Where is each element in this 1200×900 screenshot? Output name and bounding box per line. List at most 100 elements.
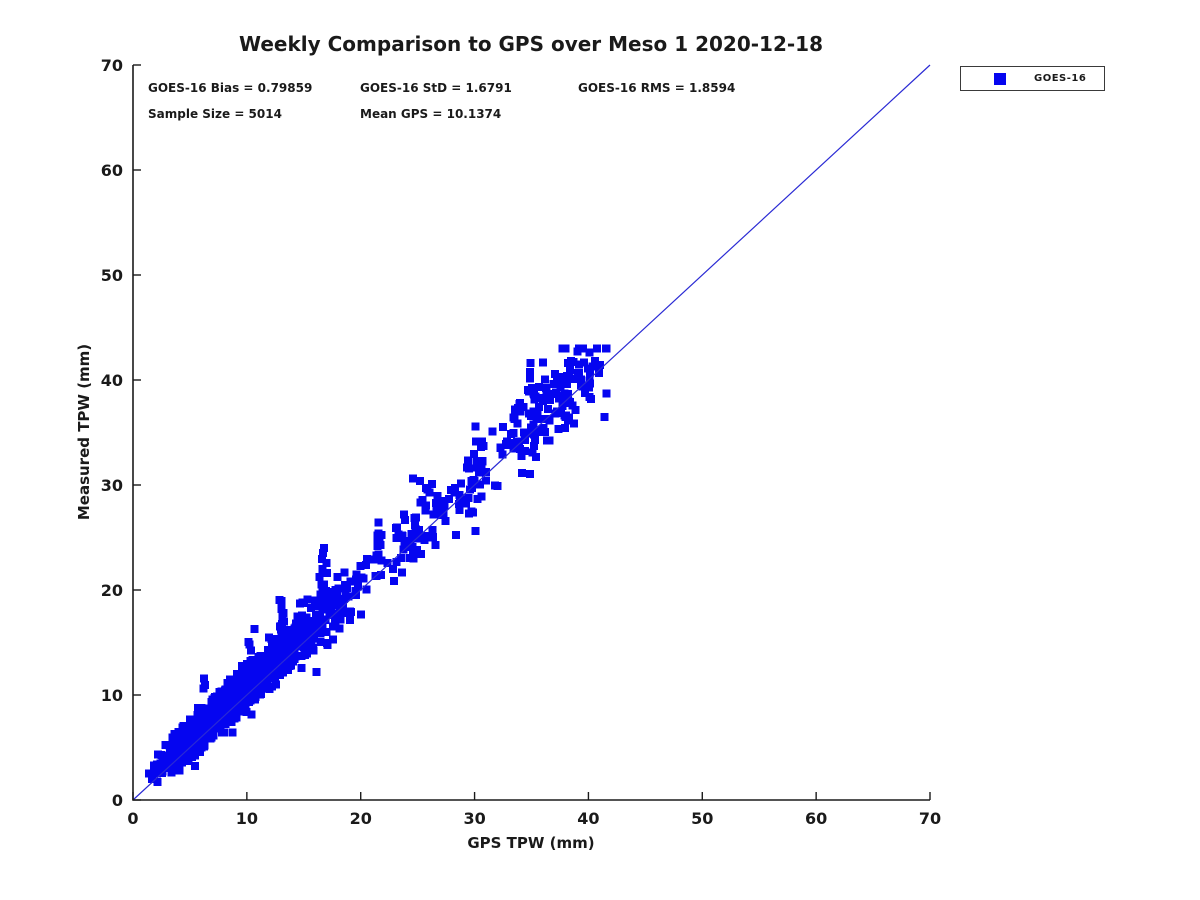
scatter-point [190,762,199,770]
scatter-point [221,685,230,694]
scatter-point [271,645,280,654]
scatter-point [352,570,361,579]
scatter-point [550,389,559,398]
scatter-point [153,778,162,787]
scatter-point [175,766,184,775]
scatter-point [519,403,528,411]
scatter-point [464,494,473,503]
scatter-point [221,707,230,716]
scatter-point [157,751,166,759]
scatter-point [286,647,295,656]
scatter-point [409,548,418,557]
stat-std: GOES-16 StD = 1.6791 [360,81,512,95]
scatter-point [571,374,580,383]
scatter-point [462,499,470,508]
scatter-point [571,405,580,414]
scatter-point [318,555,327,564]
scatter-point [356,562,365,571]
scatter-point [580,358,588,367]
scatter-point [320,580,328,589]
scatter-point [396,553,405,562]
scatter-point [323,568,332,577]
scatter-point [323,639,332,648]
x-tick-label: 20 [350,809,372,828]
scatter-point [279,655,287,664]
scatter-point [374,518,383,527]
scatter-point [362,585,371,594]
scatter-point [415,476,424,485]
scatter-point [447,486,455,494]
scatter-point [297,664,306,673]
scatter-point [601,344,610,353]
scatter-point [537,415,546,424]
scatter-point [464,464,473,473]
scatter-point [325,611,334,619]
scatter-point [539,423,548,432]
scatter-point [437,497,445,506]
scatter-point [526,368,535,377]
scatter-point [535,403,543,411]
scatter-point [308,644,317,653]
scatter-point [451,531,460,539]
scatter-point [199,736,208,745]
y-tick-label: 50 [101,266,123,285]
scatter-point [265,684,274,693]
scatter-point [277,597,286,606]
scatter-point [471,437,480,446]
scatter-point [279,609,288,617]
scatter-point [166,754,175,763]
scatter-point [336,615,345,624]
scatter-point [530,392,539,401]
scatter-point [433,492,442,500]
scatter-point [478,457,487,466]
scatter-point [372,551,381,560]
scatter-point [218,728,226,737]
scatter-point [471,527,480,536]
scatter-point [591,356,600,365]
scatter-point [346,616,354,625]
scatter-point [289,657,297,666]
scatter-point [470,449,479,458]
scatter-point [293,612,302,621]
scatter-point [561,344,570,353]
scatter-point [250,676,259,685]
scatter-point [285,662,294,671]
scatter-point [322,586,330,595]
scatter-point [416,498,425,507]
scatter-point [320,595,329,604]
scatter-point [299,623,308,632]
scatter-point [417,550,426,559]
scatter-point [280,646,289,655]
scatter-point [216,708,224,717]
scatter-point [455,490,464,499]
scatter-point [241,683,250,692]
scatter-point [297,652,306,660]
scatter-point [194,732,203,741]
scatter-point [318,605,327,614]
scatter-point [340,595,348,603]
scatter-point [588,362,597,371]
scatter-point [543,405,552,414]
scatter-point [211,723,220,732]
scatter-point [478,437,487,446]
scatter-point [464,509,473,518]
scatter-point [229,679,238,688]
scatter-point [246,674,255,682]
legend-marker-goes16-icon [994,72,1006,85]
scatter-point [545,436,554,445]
scatter-point [205,704,214,713]
scatter-point [535,383,543,391]
scatter-point [473,463,482,472]
scatter-point [521,430,530,439]
scatter-point [411,521,419,530]
scatter-point [451,484,460,493]
scatter-point [498,450,507,459]
scatter-point [521,435,530,444]
scatter-point [276,622,285,631]
scatter-point [335,624,344,633]
x-tick-label: 70 [919,809,941,828]
scatter-point [513,419,522,428]
scatter-point [161,741,170,750]
scatter-point [289,630,298,639]
scatter-point [472,456,481,465]
